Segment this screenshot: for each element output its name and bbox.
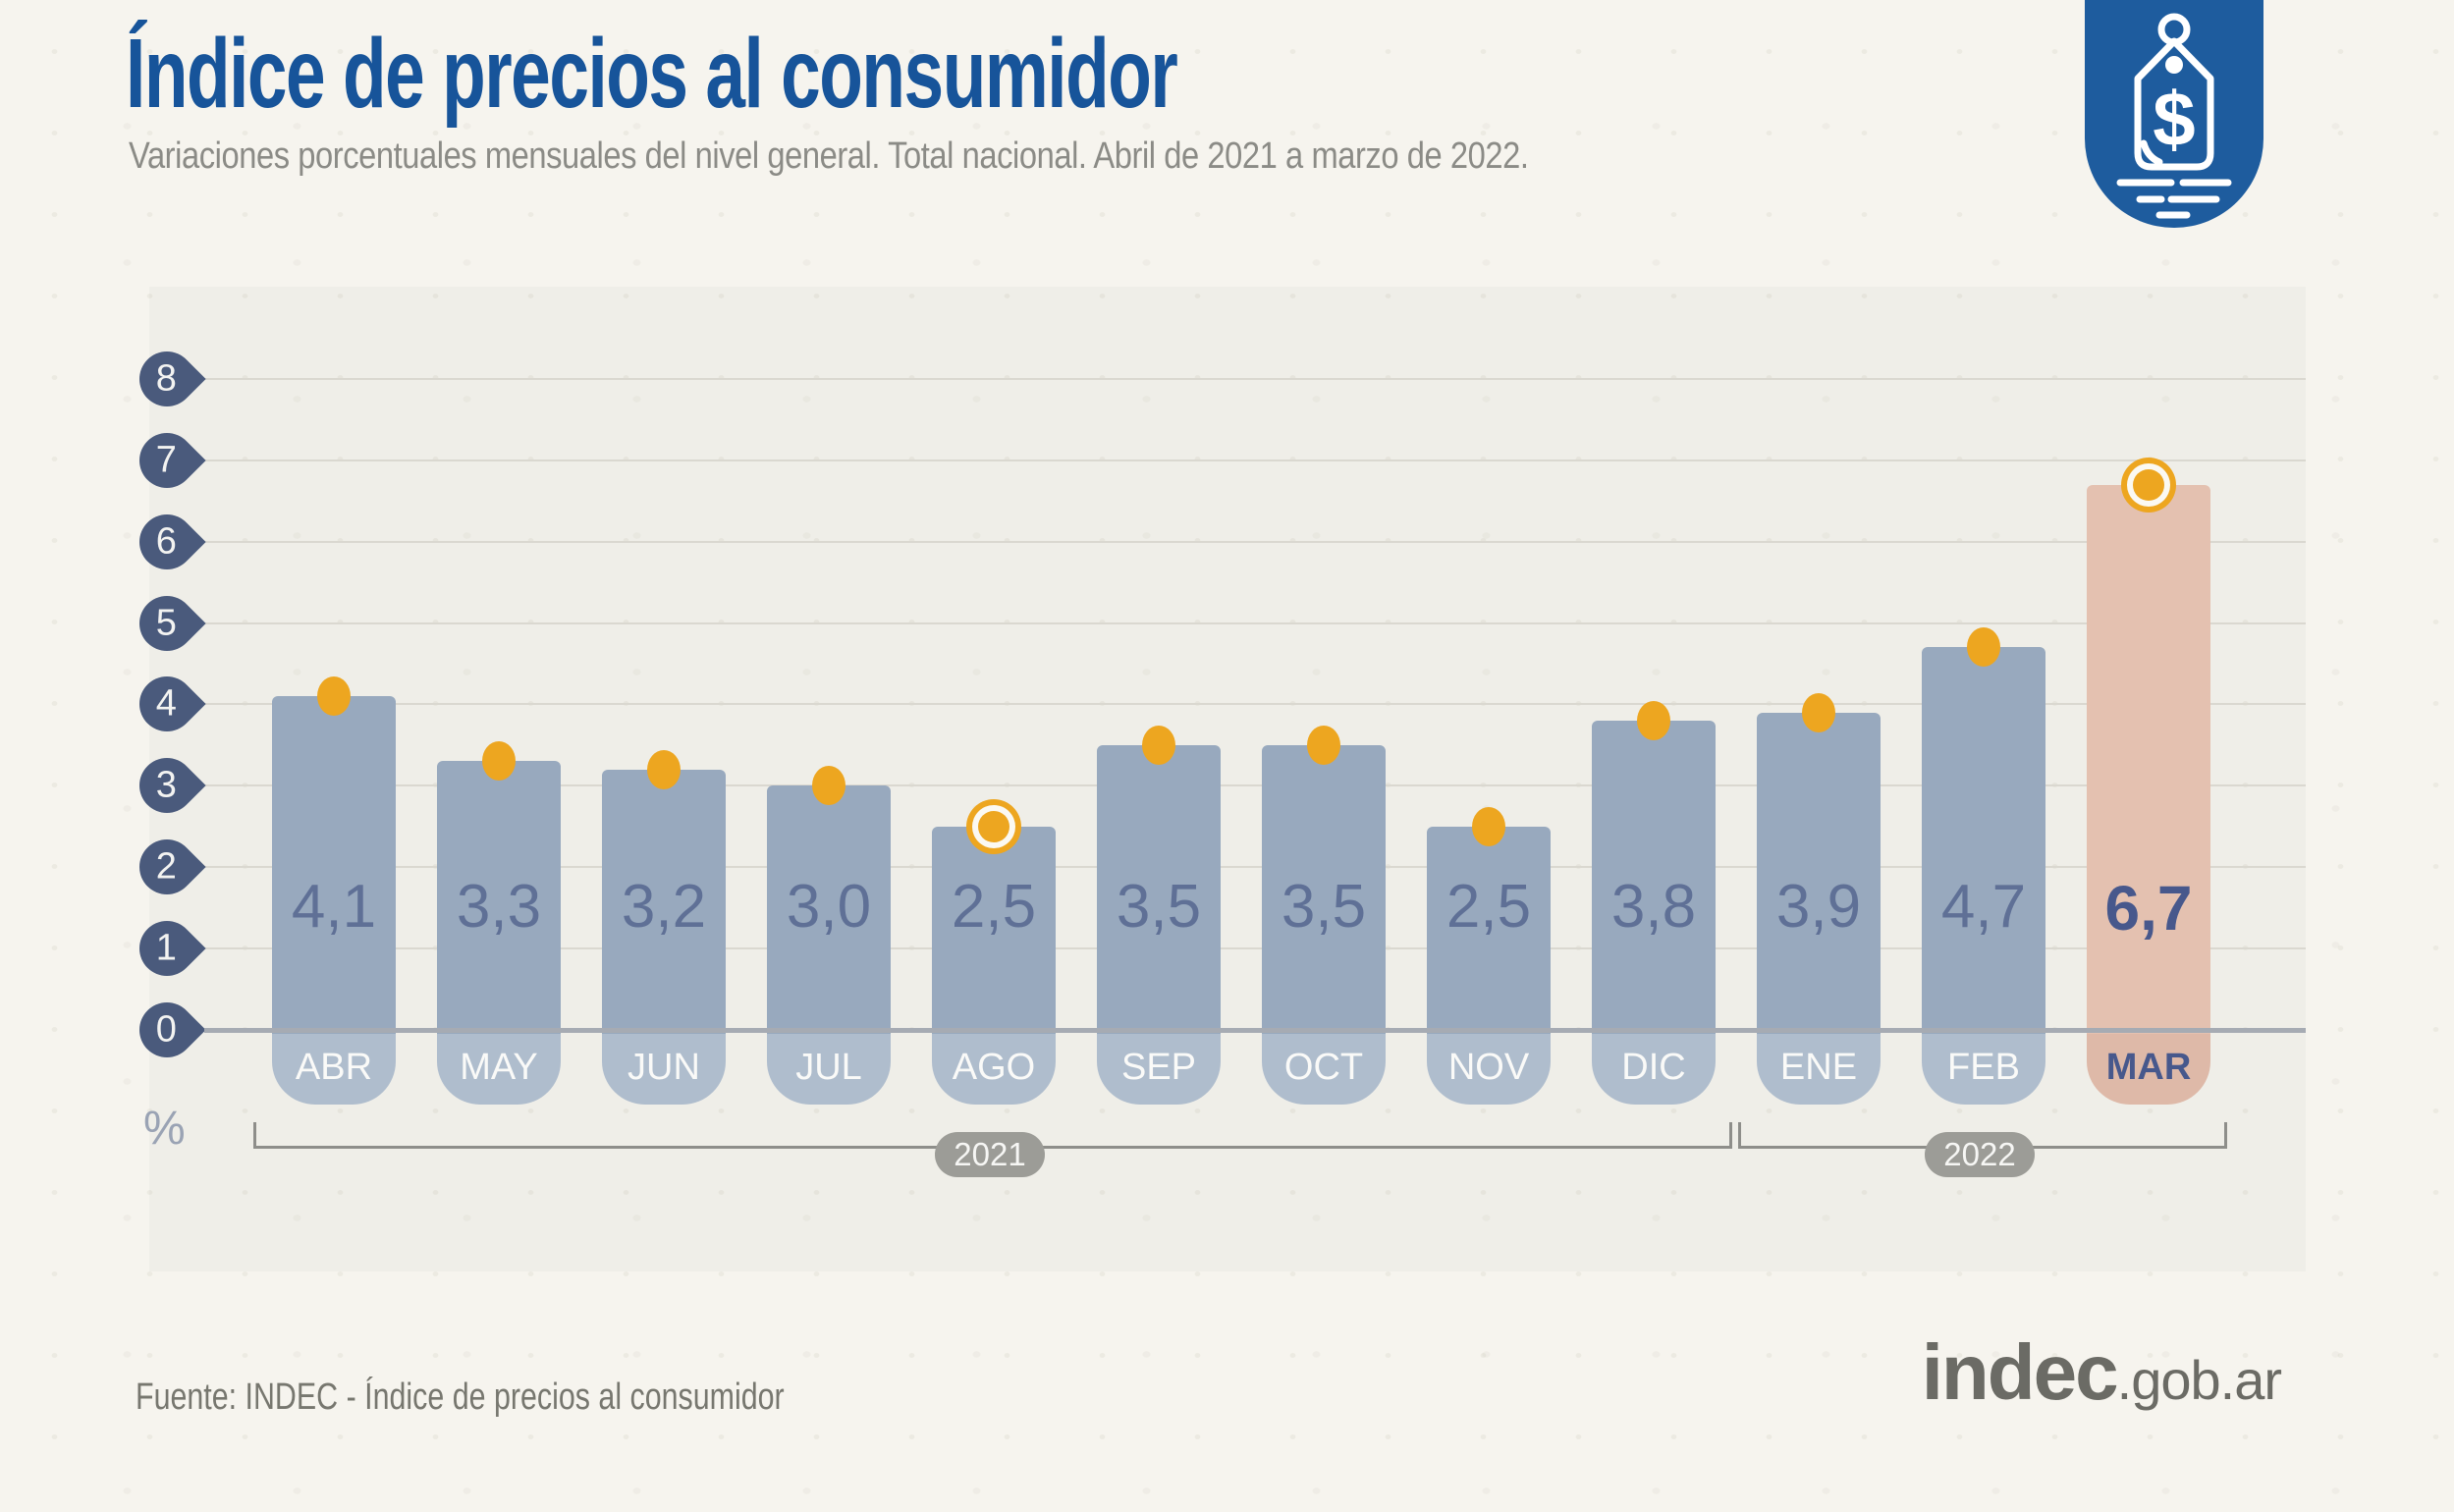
month-label-abr: ABR: [272, 1034, 396, 1105]
bar-sep: [1097, 744, 1221, 1034]
y-axis-tick-label: 5: [156, 601, 178, 643]
bar-nov: [1427, 826, 1551, 1034]
month-label-feb: FEB: [1922, 1034, 2045, 1105]
bar-jun: [602, 769, 726, 1034]
y-axis-tick-label: 6: [156, 520, 178, 563]
page-title: Índice de precios al consumidor: [126, 19, 1178, 129]
price-tag-icon: $: [2085, 13, 2263, 232]
y-axis-tick-label: 1: [156, 927, 178, 969]
logo-domain: .gob.ar: [2116, 1349, 2282, 1411]
data-point-dic: [1637, 700, 1670, 740]
data-point-abr: [317, 676, 351, 717]
bar-value-may: 3,3: [456, 873, 542, 941]
page-subtitle: Variaciones porcentuales mensuales del n…: [129, 135, 1529, 177]
data-point-nov: [1472, 806, 1505, 846]
gridline-5: [204, 621, 2306, 624]
month-label-oct: OCT: [1262, 1034, 1386, 1105]
month-label-sep: SEP: [1097, 1034, 1221, 1105]
y-axis-tick-label: 2: [156, 845, 178, 888]
bar-value-dic: 3,8: [1610, 873, 1697, 941]
bar-value-abr: 4,1: [291, 873, 377, 941]
month-label-ago: AGO: [932, 1034, 1056, 1105]
bar-value-jun: 3,2: [621, 873, 707, 941]
data-point-sep: [1142, 725, 1175, 765]
gridline-4: [204, 703, 2306, 706]
y-axis-tick-label: 4: [156, 682, 178, 725]
bar-value-oct: 3,5: [1281, 873, 1367, 941]
bar-value-ene: 3,9: [1775, 873, 1862, 941]
month-label-ene: ENE: [1757, 1034, 1881, 1105]
data-point-feb: [1967, 627, 2000, 668]
bar-dic: [1592, 720, 1716, 1034]
bar-value-nov: 2,5: [1445, 873, 1532, 941]
gridline-6: [204, 540, 2306, 543]
gridline-8: [204, 377, 2306, 380]
month-label-dic: DIC: [1592, 1034, 1716, 1105]
bar-value-feb: 4,7: [1940, 873, 2027, 941]
y-axis-tick-label: 7: [156, 439, 178, 481]
indec-badge: $: [2085, 0, 2263, 228]
bar-may: [437, 761, 561, 1034]
bar-mar: [2087, 484, 2210, 1034]
bar-abr: [272, 696, 396, 1034]
source-note: Fuente: INDEC - Índice de precios al con…: [136, 1377, 785, 1418]
y-axis-tick-label: 8: [156, 357, 178, 400]
gridline-1: [204, 947, 2306, 950]
bar-ago: [932, 826, 1056, 1034]
bar-value-ago: 2,5: [951, 873, 1037, 941]
y-axis-unit-label: %: [143, 1103, 186, 1155]
data-point-jul: [812, 766, 845, 806]
indec-logo: indec .gob.ar: [1921, 1327, 2282, 1418]
data-point-ene: [1802, 692, 1835, 732]
year-label-2022: 2022: [1925, 1132, 2035, 1177]
month-label-may: MAY: [437, 1034, 561, 1105]
gridline-2: [204, 866, 2306, 869]
bar-jul: [767, 785, 891, 1034]
month-label-nov: NOV: [1427, 1034, 1551, 1105]
month-label-jul: JUL: [767, 1034, 891, 1105]
gridline-7: [204, 459, 2306, 461]
bar-value-sep: 3,5: [1116, 873, 1202, 941]
y-axis-tick-label: 3: [156, 764, 178, 806]
data-point-jun: [647, 749, 681, 789]
month-label-mar: MAR: [2087, 1034, 2210, 1105]
data-point-may: [482, 741, 516, 782]
data-point-oct: [1307, 725, 1340, 765]
logo-wordmark: indec: [1921, 1328, 2119, 1416]
gridline-3: [204, 784, 2306, 787]
year-label-2021: 2021: [935, 1132, 1045, 1177]
gridline-0: [204, 1027, 2306, 1033]
bar-ene: [1757, 712, 1881, 1034]
svg-text:$: $: [2153, 76, 2195, 162]
data-point-ring-ago: [978, 810, 1009, 842]
bar-oct: [1262, 744, 1386, 1034]
data-point-ring-mar: [2133, 468, 2164, 501]
y-axis-tick-label: 0: [156, 1008, 178, 1051]
bar-value-jul: 3,0: [786, 873, 872, 941]
bar-feb: [1922, 647, 2045, 1034]
bar-value-mar: 6,7: [2104, 873, 2193, 944]
month-label-jun: JUN: [602, 1034, 726, 1105]
